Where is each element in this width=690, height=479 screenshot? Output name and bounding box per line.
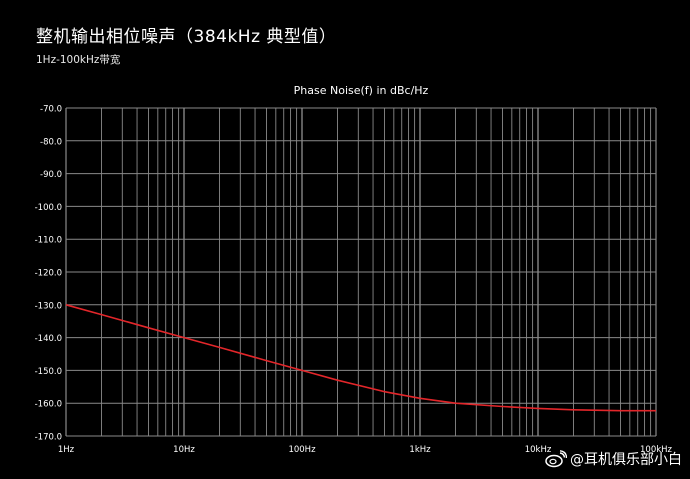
weibo-logo-icon xyxy=(545,450,567,468)
y-tick-label: -170.0 xyxy=(35,433,62,443)
watermark: @耳机俱乐部小白 xyxy=(545,449,682,469)
y-tick-label: -150.0 xyxy=(35,367,62,377)
y-tick-label: -80.0 xyxy=(40,137,62,147)
x-tick-label: 100kHz xyxy=(640,445,673,455)
chart-series xyxy=(65,304,656,412)
y-tick-label: -100.0 xyxy=(35,203,62,213)
page-subtitle: 1Hz-100kHz带宽 xyxy=(36,54,121,66)
x-tick-label: 10Hz xyxy=(173,445,195,455)
phase-noise-series-line xyxy=(65,304,656,412)
x-tick-label: 10kHz xyxy=(525,445,552,455)
y-tick-label: -120.0 xyxy=(35,269,62,279)
y-tick-label: -110.0 xyxy=(35,236,62,246)
y-tick-label: -160.0 xyxy=(35,400,62,410)
x-tick-label: 1kHz xyxy=(409,445,431,455)
x-axis-ticks: 1Hz 10Hz 100Hz 1kHz 10kHz 100kHz xyxy=(58,445,673,455)
chart-grid xyxy=(65,107,657,437)
y-tick-label: -140.0 xyxy=(35,334,62,344)
x-tick-label: 100Hz xyxy=(288,445,316,455)
y-tick-label: -70.0 xyxy=(40,105,62,115)
page-title: 整机输出相位噪声（384kHz 典型值） xyxy=(36,27,337,47)
y-tick-label: -90.0 xyxy=(40,170,62,180)
chart-title: Phase Noise(f) in dBc/Hz xyxy=(294,84,429,97)
y-tick-label: -130.0 xyxy=(35,301,62,311)
y-axis-ticks: -70.0 -80.0 -90.0 -100.0 -110.0 -120.0 -130.0 -… xyxy=(35,105,62,443)
x-tick-label: 1Hz xyxy=(58,445,75,455)
watermark-text: @耳机俱乐部小白 xyxy=(570,452,682,468)
